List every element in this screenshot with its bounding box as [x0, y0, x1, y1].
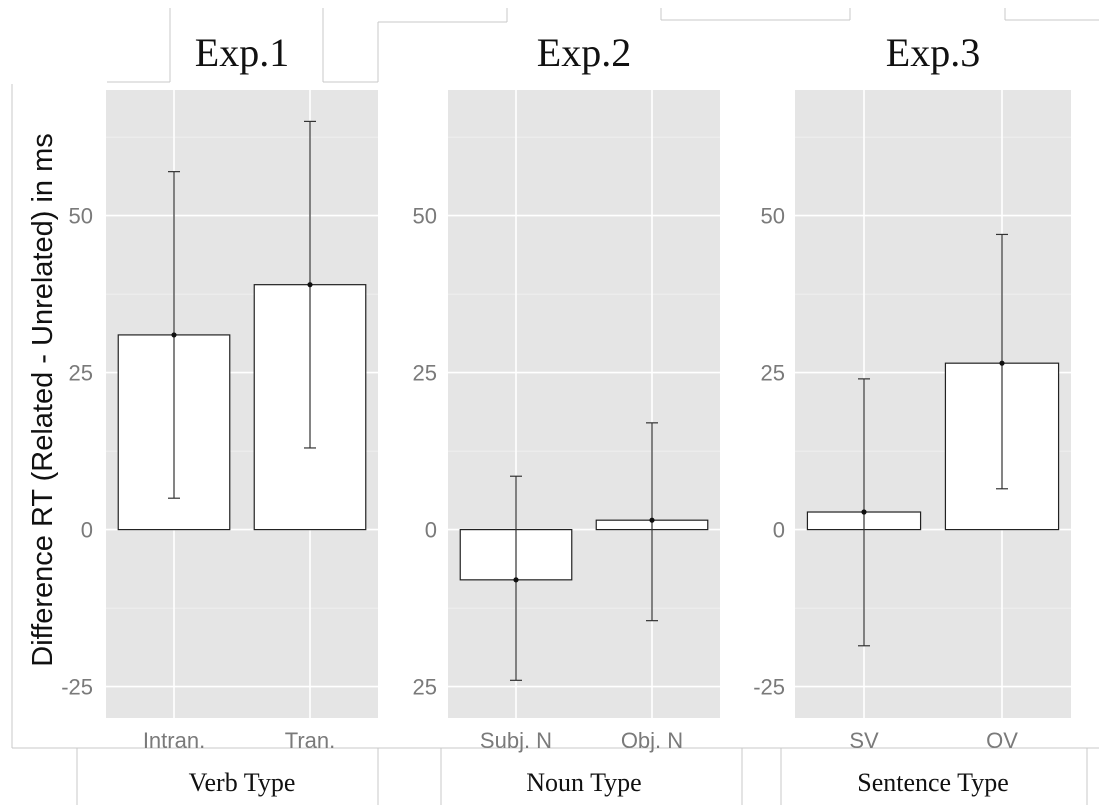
chart-panels: -25 0 25 50 Intran. Tran. Exp.1 Verb Type 25 0 25 5…: [61, 30, 1071, 797]
panel-title: Exp.2: [537, 30, 631, 75]
x-tick-label: Tran.: [285, 728, 336, 753]
y-tick-label: 25: [761, 361, 785, 386]
mean-point: [513, 577, 519, 583]
y-tick-label: 25: [413, 361, 437, 386]
mean-point: [649, 517, 655, 523]
y-tick-label: 50: [413, 204, 437, 229]
mean-point: [999, 360, 1005, 366]
x-tick-label: Intran.: [143, 728, 205, 753]
y-tick-label: -25: [753, 675, 785, 700]
x-axis-title: Noun Type: [526, 768, 641, 797]
mean-point: [171, 332, 177, 338]
x-tick-label: SV: [849, 728, 879, 753]
y-tick-label: 25: [413, 675, 437, 700]
panel-title: Exp.3: [886, 30, 980, 75]
mean-point: [861, 509, 867, 515]
x-tick-label: Obj. N: [621, 728, 683, 753]
panel-background: [448, 90, 720, 718]
y-tick-label: 0: [773, 518, 785, 543]
mean-point: [307, 282, 313, 288]
x-tick-label: OV: [986, 728, 1018, 753]
frame-lines: [11, 8, 1099, 805]
y-tick-label: 50: [761, 204, 785, 229]
x-axis-title: Sentence Type: [857, 768, 1008, 797]
y-axis-label: Difference RT (Related - Unrelated) in m…: [27, 133, 59, 667]
y-tick-label: 50: [69, 204, 93, 229]
x-tick-label: Subj. N: [480, 728, 552, 753]
panel-title: Exp.1: [195, 30, 289, 75]
x-axis-title: Verb Type: [189, 768, 296, 797]
y-tick-label: -25: [61, 675, 93, 700]
y-tick-label: 0: [81, 518, 93, 543]
y-tick-label: 25: [69, 361, 93, 386]
y-tick-label: 0: [425, 518, 437, 543]
